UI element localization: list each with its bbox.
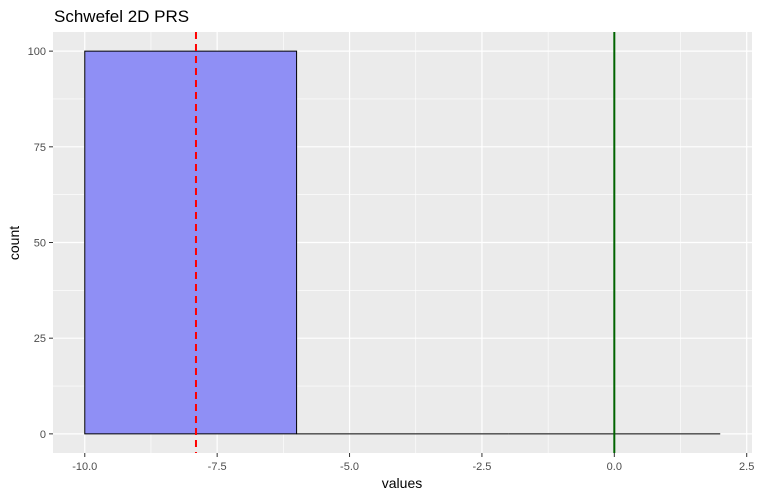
x-tick-label: 0.0 [607,461,622,473]
x-tick-label: -7.5 [208,461,227,473]
chart-title: Schwefel 2D PRS [54,7,189,26]
x-tick-label: -2.5 [472,461,491,473]
y-axis-title: count [6,226,22,260]
histogram-bar [84,50,298,435]
y-tick-label: 50 [34,238,46,250]
x-tick-label: -5.0 [340,461,359,473]
histogram-bars [84,50,721,435]
y-tick-label: 100 [28,46,46,58]
y-axis: 0 25 50 75 100 [28,46,53,441]
x-axis: -10.0 -7.5 -5.0 -2.5 0.0 2.5 [72,453,754,473]
y-tick-label: 75 [34,142,46,154]
y-tick-label: 25 [34,333,46,345]
x-tick-label: 2.5 [739,461,754,473]
y-tick-label: 0 [40,429,46,441]
x-axis-title: values [382,475,422,491]
reference-lines [194,32,616,453]
x-tick-label: -10.0 [72,461,97,473]
